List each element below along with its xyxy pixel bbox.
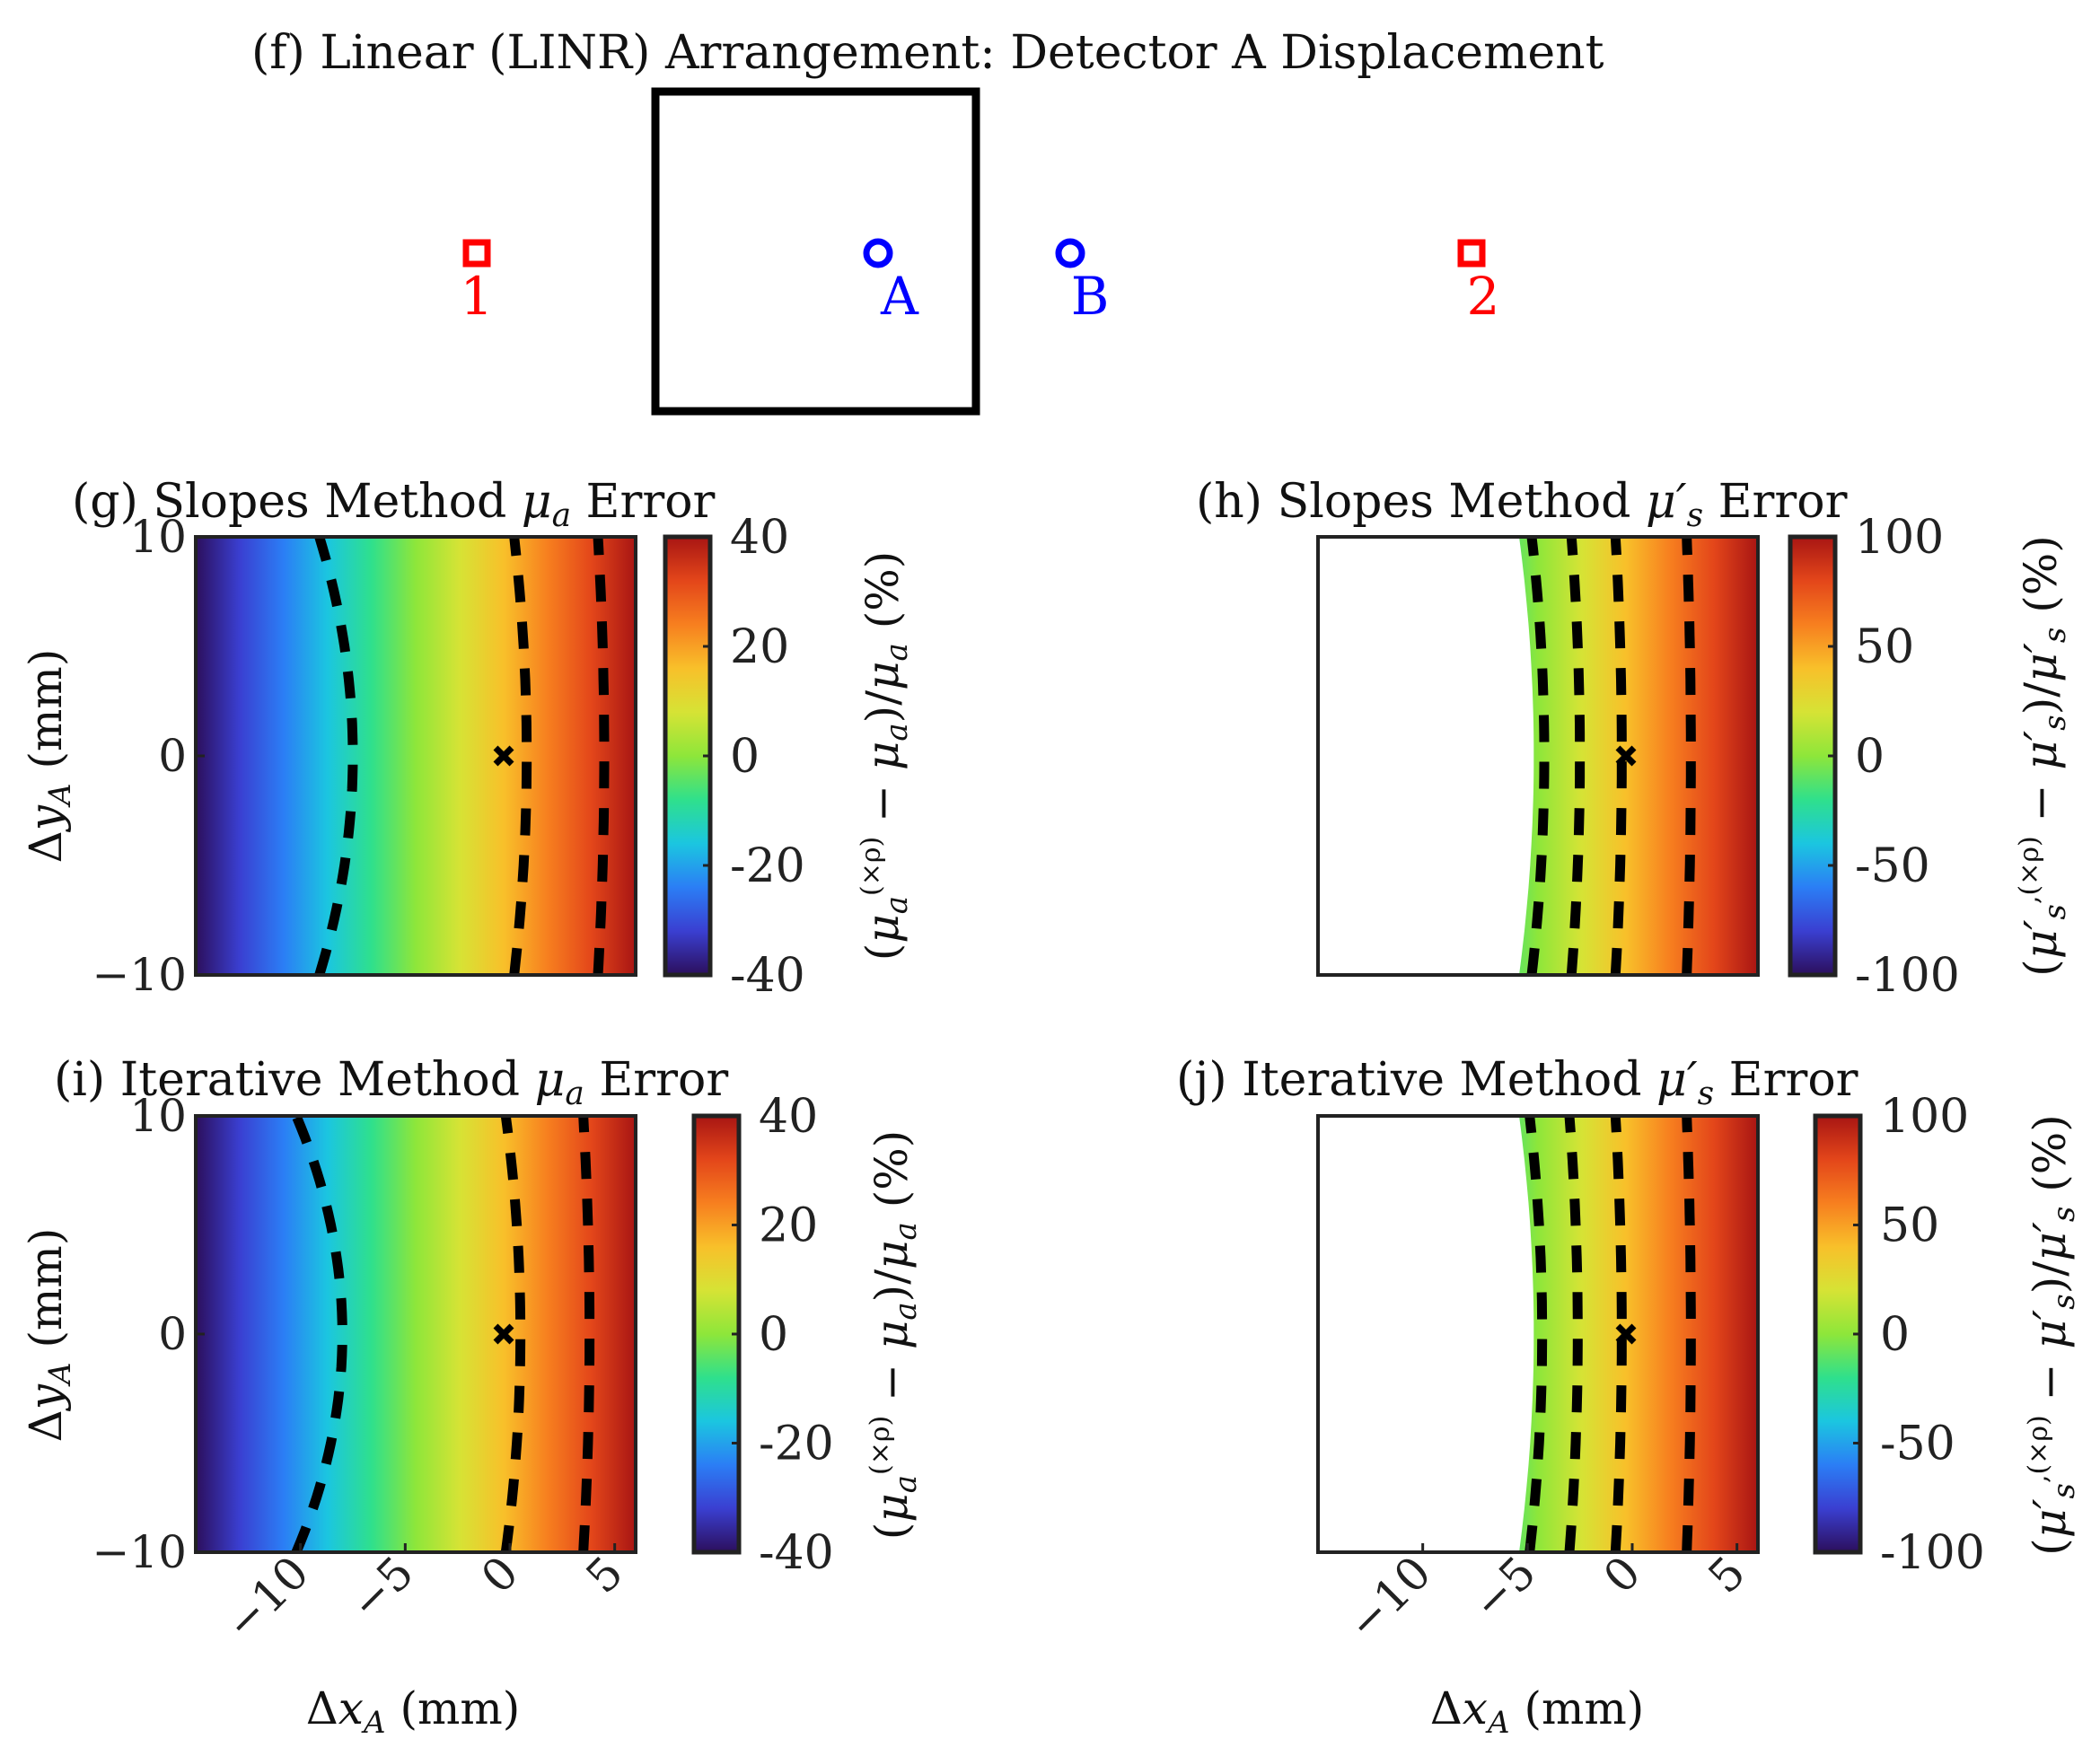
panel-h-reference-marker xyxy=(1615,745,1637,767)
panel-h-cbar-tick-label: 100 xyxy=(1855,511,1944,565)
panel-g-cbar-tick-label: -40 xyxy=(730,949,805,1003)
panel-g-cbar-tick-label: 40 xyxy=(730,511,789,565)
panel-h-cbar-label: (μ′s,(×ρ) − μ′s)/μ′s (%) xyxy=(2014,535,2073,977)
panel-f: (f) Linear (LINR) Arrangement: Detector … xyxy=(251,26,1604,416)
panel-h-colorbar xyxy=(1788,534,1838,978)
panel-i-xlabel: ΔxA (mm) xyxy=(306,1682,521,1741)
panel-g-ytick-label: 0 xyxy=(158,730,187,782)
panel-i-xtick-label: −5 xyxy=(340,1546,424,1629)
detector-a-marker xyxy=(863,238,893,268)
panel-j-contour-line xyxy=(1524,1116,1548,1552)
panel-i-ytick-label: 0 xyxy=(158,1308,187,1360)
detector-b: B xyxy=(1055,238,1110,327)
panel-h: (h) Slopes Method μ′s Error 100 50 0 -50 -10… xyxy=(1196,475,2073,1003)
panel-j-cbar-tick-label: 50 xyxy=(1880,1199,1939,1253)
source-1: 1 xyxy=(461,239,494,327)
panel-h-contour-line xyxy=(1682,537,1696,975)
panel-h-cbar-tick-label: -50 xyxy=(1855,839,1930,893)
panel-j-axes xyxy=(1316,1114,1760,1554)
panel-i-ytick-label: 10 xyxy=(129,1090,187,1142)
panel-j-xtick-label: 5 xyxy=(1699,1546,1756,1603)
panel-i-cbar-label: (μa(×ρ) − μa)/μa (%) xyxy=(865,1130,924,1541)
panel-i-contour-line xyxy=(500,1116,526,1552)
panel-g: (g) Slopes Method μa Error −10 0 10 ΔyA (m… xyxy=(20,475,915,1003)
panel-j-colorbar xyxy=(1813,1113,1863,1555)
panel-j-cbar-tick-label: -100 xyxy=(1880,1526,1985,1580)
panel-i-cbar-tick-label: 0 xyxy=(759,1308,788,1362)
panel-i-reference-marker xyxy=(493,1323,514,1345)
panel-i-xtick-label: −10 xyxy=(215,1546,320,1650)
panel-i: (i) Iterative Method μa Error −10 0 10 −10… xyxy=(20,1053,924,1741)
panel-i-title: (i) Iterative Method μa Error xyxy=(54,1053,728,1112)
detector-a: A xyxy=(863,238,919,327)
panel-h-axes xyxy=(1316,535,1760,977)
panel-j-reference-marker xyxy=(1615,1323,1637,1345)
panel-j-contour-line xyxy=(1610,1116,1627,1552)
panel-j-xlabel: ΔxA (mm) xyxy=(1430,1682,1645,1741)
panel-j-cbar-tick-label: -50 xyxy=(1880,1418,1955,1471)
panel-h-contour-line xyxy=(1566,537,1586,975)
panel-i-xtick-label: 5 xyxy=(576,1546,634,1603)
panel-h-cbar-tick-label: 50 xyxy=(1855,620,1914,674)
panel-h-mask xyxy=(1318,537,1534,975)
panel-g-heatmap xyxy=(196,537,636,975)
panel-h-contour-line xyxy=(1610,537,1627,975)
panel-g-ytick-label: 10 xyxy=(129,511,187,563)
panel-i-ytick-label: −10 xyxy=(92,1526,187,1578)
panel-g-cbar-tick-label: -20 xyxy=(730,839,805,893)
source-1-label: 1 xyxy=(461,266,494,327)
panel-i-cbar-tick-label: 20 xyxy=(759,1199,818,1253)
panel-i-ylabel: ΔyA (mm) xyxy=(20,1228,78,1443)
source-1-marker xyxy=(462,239,491,268)
panel-j-mask xyxy=(1318,1116,1534,1552)
panel-h-cbar-tick-label: 0 xyxy=(1855,730,1885,784)
panel-j-xtick-label: −5 xyxy=(1463,1546,1546,1629)
panel-j-xtick-label: −10 xyxy=(1338,1546,1442,1650)
panel-i-heatmap xyxy=(196,1116,636,1552)
detector-b-marker xyxy=(1055,238,1085,268)
source-2: 2 xyxy=(1457,239,1500,327)
panel-g-reference-marker xyxy=(493,745,514,767)
panel-i-contour-line xyxy=(578,1116,595,1552)
panel-g-ytick-label: −10 xyxy=(92,949,187,1001)
panel-i-cbar-tick-label: -40 xyxy=(759,1526,834,1580)
panel-g-cbar-label: (μa(×ρ) − μa)/μa (%) xyxy=(856,551,915,961)
panel-i-cbar-tick-label: 40 xyxy=(759,1090,818,1144)
panel-g-contour-line xyxy=(593,537,610,975)
panel-i-cbar-tick-label: -20 xyxy=(759,1418,834,1471)
panel-j-cbar-tick-label: 0 xyxy=(1880,1308,1910,1362)
panel-g-ylabel: ΔyA (mm) xyxy=(20,649,78,864)
panel-h-title: (h) Slopes Method μ′s Error xyxy=(1196,475,1848,534)
source-2-marker xyxy=(1457,239,1486,268)
panel-f-title: (f) Linear (LINR) Arrangement: Detector … xyxy=(251,26,1604,80)
sample-box xyxy=(651,87,980,416)
panel-j-title: (j) Iterative Method μ′s Error xyxy=(1176,1053,1858,1112)
panel-g-cbar-tick-label: 20 xyxy=(730,620,789,674)
panel-j-xtick-label: 0 xyxy=(1594,1546,1651,1603)
panel-j: (j) Iterative Method μ′s Error −10 −5 0 5 Δ… xyxy=(1176,1053,2082,1741)
detector-a-label: A xyxy=(880,266,919,327)
panel-i-xtick-label: 0 xyxy=(471,1546,529,1603)
panel-h-cbar-tick-label: -100 xyxy=(1855,949,1960,1003)
panel-g-contour-line xyxy=(509,537,532,975)
panel-j-cbar-label: (μ′s,(×ρ) − μ′s)/μ′s (%) xyxy=(2023,1114,2082,1556)
detector-b-label: B xyxy=(1071,266,1110,327)
source-2-label: 2 xyxy=(1467,266,1500,327)
panel-j-contour-line xyxy=(1682,1116,1696,1552)
panel-g-title: (g) Slopes Method μa Error xyxy=(72,475,716,534)
panel-g-cbar-tick-label: 0 xyxy=(730,730,760,784)
panel-j-contour-line xyxy=(1564,1116,1583,1552)
panel-h-contour-line xyxy=(1526,537,1550,975)
panel-j-cbar-tick-label: 100 xyxy=(1880,1090,1969,1144)
